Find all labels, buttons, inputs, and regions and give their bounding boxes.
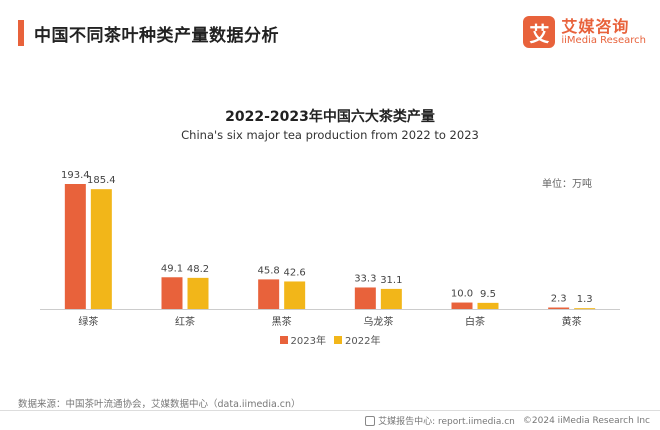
data-label-2023-0: 193.4 (61, 170, 90, 181)
chart-legend: 2023年 2022年 (0, 332, 660, 347)
legend-label-2022: 2022年 (345, 336, 381, 347)
data-label-2022-5: 1.3 (577, 294, 593, 305)
x-tick-label-0: 绿茶 (78, 315, 98, 328)
bar-2022-1 (187, 277, 209, 309)
footer-report: 艾媒报告中心: report.iimedia.cn (378, 417, 515, 427)
x-tick-label-1: 红茶 (175, 315, 195, 328)
data-label-2023-3: 33.3 (354, 273, 376, 284)
bar-2023-2 (258, 279, 280, 309)
chart-subtitle: China's six major tea production from 20… (181, 128, 479, 142)
data-label-2023-2: 45.8 (258, 265, 280, 276)
report-center-icon (365, 415, 376, 426)
title-accent-bar (18, 20, 24, 46)
legend-swatch-2022 (334, 335, 342, 344)
bar-2023-0 (64, 184, 86, 309)
bar-2023-4 (451, 302, 473, 309)
legend-item-2022: 2022年 (334, 332, 380, 347)
data-label-2022-1: 48.2 (187, 264, 209, 275)
x-tick-label-3: 乌龙茶 (363, 315, 393, 328)
page-header: 中国不同茶叶种类产量数据分析 (18, 18, 279, 48)
data-label-2022-4: 9.5 (480, 289, 496, 300)
bar-2022-0 (90, 189, 112, 309)
bar-2022-3 (380, 288, 402, 309)
chart-title: 2022-2023年中国六大茶类产量 (225, 109, 435, 125)
bar-2022-2 (284, 281, 306, 309)
logo-text: 艾媒咨询 iiMedia Research (561, 18, 646, 47)
data-label-2023-5: 2.3 (551, 294, 567, 305)
bar-2023-3 (354, 287, 376, 309)
bar-2022-4 (477, 302, 499, 309)
brand-logo: 艾 艾媒咨询 iiMedia Research (523, 16, 646, 48)
data-label-2022-2: 42.6 (284, 267, 306, 278)
legend-label-2023: 2023年 (290, 336, 326, 347)
logo-mark-icon: 艾 (523, 16, 556, 48)
footer-divider (0, 410, 660, 411)
bar-2023-1 (161, 277, 183, 309)
unit-label: 单位：万吨 (542, 179, 592, 190)
data-label-2022-3: 31.1 (380, 275, 402, 286)
x-tick-label-5: 黄茶 (562, 315, 582, 328)
logo-name-cn: 艾媒咨询 (561, 16, 630, 36)
data-source: 数据来源：中国茶叶流通协会，艾媒数据中心（data.iimedia.cn） (18, 399, 301, 410)
x-tick-label-4: 白茶 (465, 315, 485, 328)
data-label-2023-4: 10.0 (451, 289, 473, 300)
page-title: 中国不同茶叶种类产量数据分析 (34, 25, 279, 46)
footer: 艾媒报告中心: report.iimedia.cn ©2024 iiMedia … (365, 414, 650, 427)
legend-item-2023: 2023年 (279, 332, 326, 347)
logo-name-en: iiMedia Research (561, 35, 646, 47)
data-label-2022-0: 185.4 (87, 175, 116, 186)
x-tick-label-2: 黑茶 (272, 315, 292, 328)
footer-copyright: ©2024 iiMedia Research Inc (522, 415, 650, 426)
bar-2022-5 (574, 308, 596, 310)
bar-2023-5 (548, 307, 570, 309)
data-label-2023-1: 49.1 (161, 263, 183, 274)
legend-swatch-2023 (279, 335, 288, 344)
